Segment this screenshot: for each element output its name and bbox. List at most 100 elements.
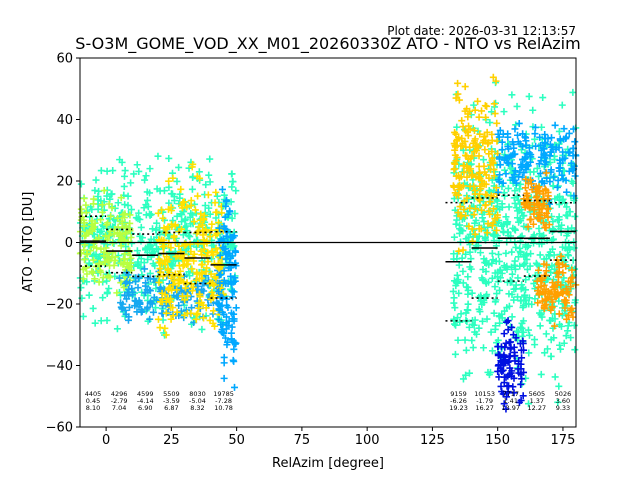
bin-label: -3.59 [163,397,180,405]
scatter-point [144,255,152,263]
scatter-point [488,130,496,138]
scatter-point [167,315,175,323]
scatter-point [465,122,473,130]
scatter-point [199,216,207,224]
scatter-point [173,212,181,220]
scatter-point [177,210,185,218]
scatter-point [143,196,151,204]
scatter-point [517,380,525,388]
scatter-point [173,308,181,316]
scatter-point [555,310,563,318]
scatter-point [478,206,486,214]
scatter-point [489,73,497,81]
scatter-point [79,312,87,320]
scatter-point [514,293,522,301]
scatter-point [222,255,230,263]
scatter-point [500,330,508,338]
scatter-point [514,365,522,373]
scatter-point [552,293,560,301]
scatter-point [173,177,181,185]
bin-label: 4296 [111,390,128,398]
scatter-point [571,296,579,304]
bin-label: 19785 [213,390,234,398]
scatter-point [151,262,159,270]
scatter-point [503,265,511,273]
scatter-point [181,215,189,223]
scatter-point [568,266,576,274]
scatter-point [166,284,174,292]
scatter-point [209,251,217,259]
scatter-point [486,210,494,218]
scatter-point [477,185,485,193]
scatter-point [114,214,122,222]
scatter-point [547,306,555,314]
scatter-point [566,246,574,253]
scatter-point [571,346,579,354]
scatter-point [491,230,499,238]
scatter-point [471,190,479,198]
scatter-point [559,148,567,156]
scatter-point [520,261,528,269]
scatter-point [463,283,471,291]
scatter-point [513,192,521,200]
scatter-point [207,270,215,278]
scatter-point [571,212,579,220]
scatter-point [124,201,132,209]
scatter-point [550,173,558,181]
scatter-point [453,271,461,279]
scatter-point [91,275,99,283]
scatter-point [516,185,524,193]
scatter-point [83,250,91,258]
bin-label: 10153 [474,390,495,398]
scatter-point [86,213,94,221]
scatter-point [130,170,138,178]
scatter-point [529,220,537,228]
scatter-point [482,113,490,121]
scatter-point [222,334,230,342]
scatter-point [546,178,554,186]
scatter-point [494,362,502,370]
scatter-point [461,336,469,344]
bin-label: 9.33 [556,404,570,412]
scatter-point [127,179,135,187]
scatter-point [125,313,133,321]
scatter-point [461,137,469,145]
scatter-point [555,297,563,305]
scatter-point [555,222,563,230]
scatter-point [554,193,562,201]
scatter-point [555,382,563,390]
scatter-point [459,279,467,287]
scatter-point [209,291,217,299]
scatter-point [508,160,516,168]
scatter-point [94,193,102,201]
scatter-point [132,274,140,282]
scatter-point [217,271,225,279]
scatter-point [450,294,458,302]
scatter-point [502,405,510,413]
scatter-point [507,263,515,271]
scatter-point [538,313,546,321]
x-tick-label: 100 [355,433,380,448]
scatter-point [554,176,562,184]
scatter-point [483,315,491,323]
scatter-point [458,254,466,262]
scatter-point [478,107,486,115]
scatter-point [500,400,508,408]
scatter-point [504,143,512,151]
scatter-point [566,149,574,157]
scatter-point [108,190,116,198]
scatter-point [549,283,557,291]
scatter-point [533,164,541,172]
scatter-point [562,176,570,184]
scatter-point [484,368,492,376]
scatter-point [150,293,158,301]
scatter-point [81,232,89,240]
scatter-point [219,321,227,329]
scatter-point [496,171,504,179]
bin-label: 6.90 [138,404,152,412]
scatter-point [541,130,549,138]
scatter-point [506,364,514,372]
scatter-point [452,191,460,199]
scatter-point [470,101,478,109]
scatter-point [502,213,510,221]
